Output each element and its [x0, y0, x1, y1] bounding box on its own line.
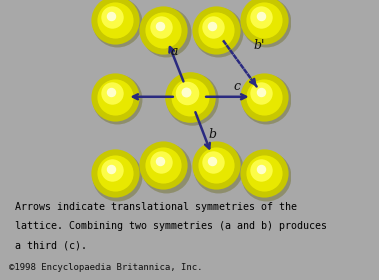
- Point: [158, 25, 164, 29]
- Point: [210, 25, 216, 29]
- Point: [157, 24, 163, 28]
- Point: [215, 30, 221, 35]
- Point: [213, 163, 219, 167]
- Point: [263, 173, 269, 178]
- Point: [263, 97, 269, 101]
- Point: [261, 18, 267, 22]
- Point: [263, 20, 269, 25]
- Point: [158, 160, 164, 164]
- Point: [160, 28, 166, 32]
- Point: [183, 91, 190, 95]
- Point: [258, 13, 264, 18]
- Point: [160, 163, 166, 167]
- Point: [114, 97, 120, 101]
- Point: [261, 95, 267, 99]
- Point: [258, 91, 265, 95]
- Point: [209, 159, 215, 163]
- Point: [209, 24, 215, 28]
- Point: [258, 90, 264, 95]
- Point: [112, 171, 118, 176]
- Text: Arrows indicate translational symmetries of the: Arrows indicate translational symmetries…: [15, 202, 297, 212]
- Point: [186, 95, 193, 99]
- Point: [160, 163, 166, 167]
- Point: [109, 91, 115, 95]
- Point: [114, 173, 120, 178]
- Text: a third (c).: a third (c).: [15, 240, 87, 250]
- Text: c: c: [234, 80, 241, 93]
- Point: [112, 18, 118, 22]
- Point: [213, 28, 219, 32]
- Point: [160, 28, 166, 32]
- Point: [210, 160, 216, 164]
- Text: a: a: [170, 45, 178, 59]
- Point: [258, 15, 265, 19]
- Point: [213, 163, 219, 167]
- Point: [189, 97, 195, 101]
- Point: [163, 165, 169, 170]
- Point: [109, 15, 115, 19]
- Point: [186, 95, 193, 99]
- Point: [261, 171, 267, 176]
- Point: [112, 18, 118, 22]
- Point: [112, 171, 118, 176]
- Point: [261, 95, 267, 99]
- Text: ©1998 Encyclopaedia Britannica, Inc.: ©1998 Encyclopaedia Britannica, Inc.: [9, 263, 203, 272]
- Point: [108, 167, 114, 171]
- Point: [112, 95, 118, 99]
- Point: [114, 20, 120, 25]
- Text: b: b: [209, 128, 217, 141]
- Point: [261, 18, 267, 22]
- Point: [261, 171, 267, 176]
- Point: [157, 159, 163, 163]
- Point: [215, 165, 221, 170]
- Point: [183, 90, 189, 94]
- Text: lattice. Combining two symmetries (a and b) produces: lattice. Combining two symmetries (a and…: [15, 221, 327, 231]
- Point: [213, 28, 219, 32]
- Point: [258, 167, 264, 171]
- Text: b': b': [253, 39, 265, 52]
- Point: [112, 95, 118, 99]
- Point: [108, 13, 114, 18]
- Point: [109, 168, 115, 172]
- Point: [258, 168, 265, 172]
- Point: [108, 90, 114, 95]
- Point: [163, 30, 169, 35]
